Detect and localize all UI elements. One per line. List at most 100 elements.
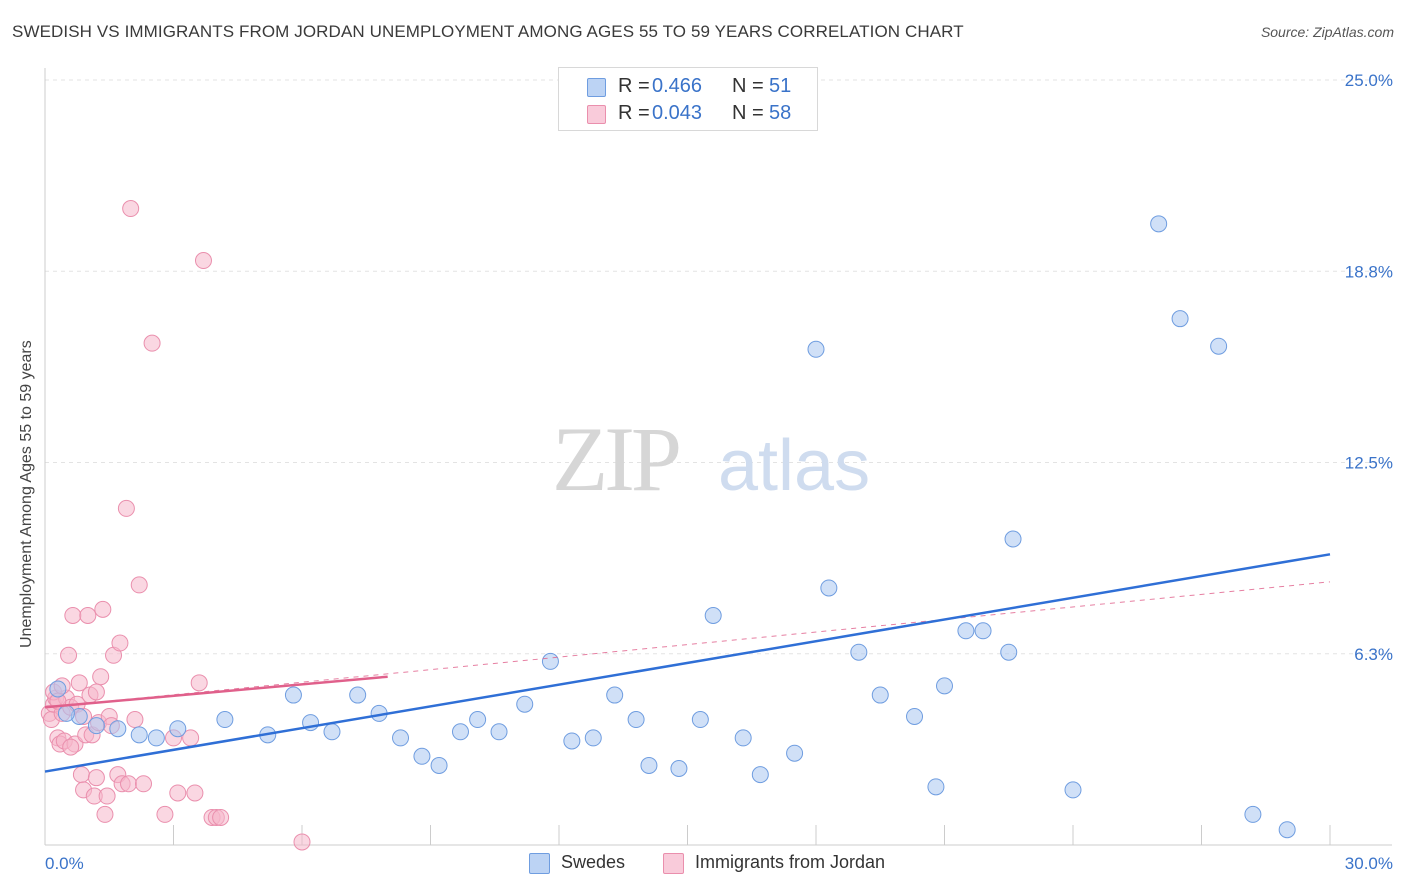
trend-lines bbox=[44, 553, 1331, 773]
data-point-swedes bbox=[516, 695, 534, 713]
legend-n-label: N = bbox=[732, 75, 764, 97]
data-point-jordan bbox=[96, 805, 114, 823]
data-point-jordan bbox=[169, 784, 187, 802]
data-point-swedes bbox=[147, 729, 165, 747]
data-point-swedes bbox=[1000, 643, 1018, 661]
data-point-swedes bbox=[1244, 805, 1262, 823]
data-point-jordan bbox=[194, 252, 212, 270]
data-point-jordan bbox=[62, 738, 80, 756]
data-point-swedes bbox=[169, 720, 187, 738]
data-point-jordan bbox=[117, 499, 135, 517]
data-point-swedes bbox=[807, 340, 825, 358]
legend-r-value-jordan: 0.043 bbox=[652, 102, 703, 124]
data-point-jordan bbox=[122, 200, 140, 218]
series-name-swedes: Swedes bbox=[561, 852, 626, 872]
y-tick-label: 25.0% bbox=[1345, 71, 1393, 90]
data-point-swedes bbox=[850, 643, 868, 661]
data-point-swedes bbox=[541, 652, 559, 670]
data-point-jordan bbox=[94, 600, 112, 618]
y-tick-label: 12.5% bbox=[1345, 454, 1393, 473]
data-point-swedes bbox=[640, 756, 658, 774]
data-point-jordan bbox=[98, 787, 116, 805]
data-point-swedes bbox=[786, 744, 804, 762]
data-point-swedes bbox=[451, 723, 469, 741]
data-point-swedes bbox=[413, 747, 431, 765]
data-point-swedes bbox=[490, 723, 508, 741]
y-tick-label: 18.8% bbox=[1345, 262, 1393, 281]
trend-line-jordan bbox=[44, 675, 388, 709]
data-point-jordan bbox=[156, 805, 174, 823]
data-point-swedes bbox=[906, 707, 924, 725]
data-point-jordan bbox=[111, 634, 129, 652]
data-point-jordan bbox=[293, 833, 311, 851]
data-point-swedes bbox=[1171, 310, 1189, 328]
legend-swatch-jordan bbox=[663, 853, 684, 874]
data-point-swedes bbox=[1278, 821, 1296, 839]
data-point-swedes bbox=[392, 729, 410, 747]
series-name-jordan: Immigrants from Jordan bbox=[695, 852, 886, 872]
data-point-swedes bbox=[284, 686, 302, 704]
data-point-swedes bbox=[751, 766, 769, 784]
data-point-swedes bbox=[936, 677, 953, 695]
jordan-points bbox=[40, 200, 311, 851]
data-point-swedes bbox=[109, 720, 127, 738]
data-point-jordan bbox=[212, 808, 230, 826]
data-point-swedes bbox=[670, 760, 688, 777]
correlation-legend: R = 0.466 N = 51 R = 0.043 N = 58 bbox=[558, 67, 818, 131]
data-point-swedes bbox=[1064, 781, 1082, 799]
data-point-swedes bbox=[704, 607, 722, 624]
legend-swatch-swedes bbox=[587, 78, 606, 97]
legend-n-label: N = bbox=[732, 102, 764, 124]
data-point-swedes bbox=[130, 726, 148, 744]
data-point-swedes bbox=[323, 723, 341, 741]
data-point-swedes bbox=[627, 711, 645, 729]
data-point-swedes bbox=[49, 680, 67, 698]
legend-swatch-jordan bbox=[587, 105, 606, 124]
data-point-swedes bbox=[87, 717, 105, 735]
trend-line-jordan-extension bbox=[44, 581, 1331, 708]
data-point-swedes bbox=[820, 579, 838, 597]
data-point-swedes bbox=[871, 686, 889, 704]
legend-r-label: R = bbox=[618, 75, 650, 97]
data-point-swedes bbox=[734, 729, 752, 747]
watermark-zip: ZIP bbox=[552, 408, 679, 510]
data-point-jordan bbox=[190, 674, 208, 692]
data-point-swedes bbox=[430, 756, 448, 774]
data-point-jordan bbox=[130, 576, 148, 594]
data-point-swedes bbox=[1150, 215, 1168, 233]
data-point-swedes bbox=[349, 686, 367, 704]
data-point-swedes bbox=[606, 686, 624, 704]
legend-r-value-swedes: 0.466 bbox=[652, 75, 703, 97]
data-point-jordan bbox=[72, 766, 90, 784]
legend-r-label: R = bbox=[618, 102, 650, 124]
data-point-swedes bbox=[974, 622, 992, 640]
data-point-jordan bbox=[87, 683, 105, 701]
x-tick-label: 0.0% bbox=[45, 854, 84, 873]
data-point-swedes bbox=[927, 778, 945, 796]
legend-swatch-swedes bbox=[529, 853, 550, 874]
data-point-jordan bbox=[186, 784, 204, 802]
data-point-jordan bbox=[87, 769, 105, 787]
trend-line-swedes bbox=[44, 553, 1331, 773]
data-point-swedes bbox=[216, 711, 234, 729]
x-tick-label: 30.0% bbox=[1345, 854, 1393, 873]
chart-title: SWEDISH VS IMMIGRANTS FROM JORDAN UNEMPL… bbox=[12, 22, 964, 41]
y-tick-label: 6.3% bbox=[1354, 645, 1393, 664]
data-point-jordan bbox=[92, 668, 110, 686]
data-point-jordan bbox=[79, 607, 97, 624]
tick-labels: 6.3% 12.5% 18.8% 25.0% 0.0% 30.0% bbox=[45, 71, 1393, 873]
data-point-swedes bbox=[57, 704, 75, 722]
legend-n-value-swedes: 51 bbox=[769, 75, 792, 97]
legend-n-value-jordan: 58 bbox=[769, 102, 792, 124]
data-point-swedes bbox=[563, 732, 581, 750]
data-point-jordan bbox=[120, 775, 138, 793]
data-point-jordan bbox=[126, 711, 144, 729]
swedes-points bbox=[49, 215, 1296, 839]
data-point-swedes bbox=[957, 622, 975, 640]
data-point-swedes bbox=[469, 711, 487, 729]
data-point-jordan bbox=[60, 646, 78, 664]
grid-lines bbox=[45, 79, 1392, 655]
data-point-jordan bbox=[70, 674, 88, 692]
watermark-atlas: atlas bbox=[718, 426, 870, 506]
data-point-jordan bbox=[135, 775, 153, 793]
